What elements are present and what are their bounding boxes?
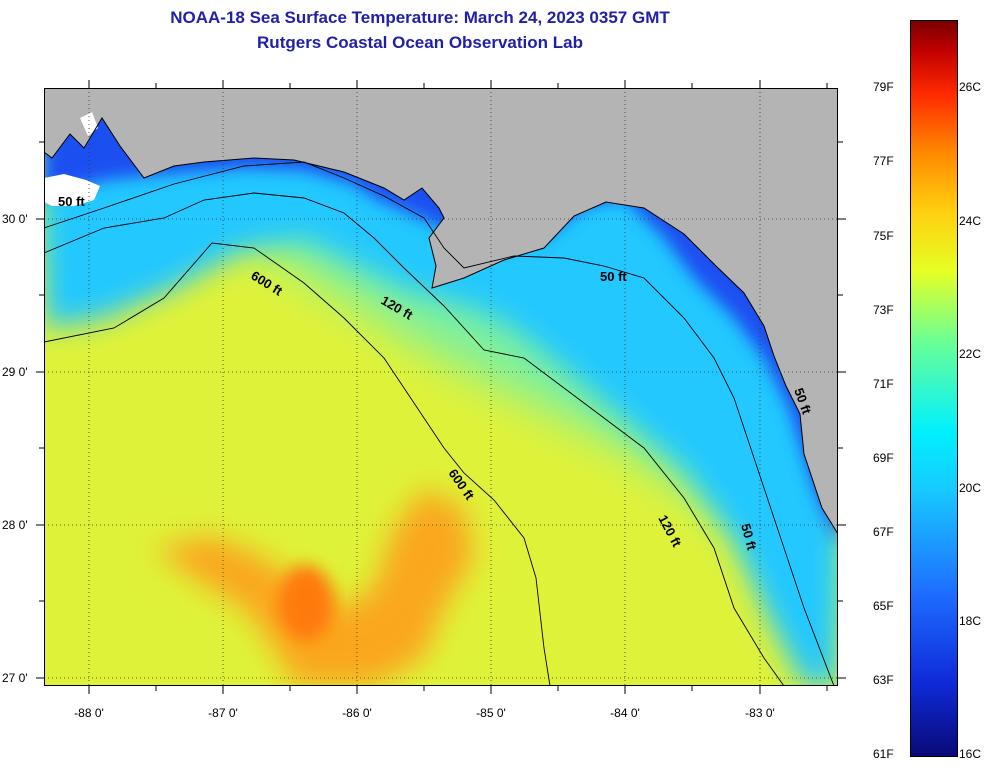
graticule <box>44 88 838 686</box>
lon-label-85: -85 0' <box>476 706 506 720</box>
colorbar-label-79f: 79F <box>873 80 894 94</box>
lat-label-30: 30 0' <box>2 212 28 226</box>
coastline <box>44 117 838 535</box>
lon-axis-ticks-top <box>88 80 828 88</box>
contour-label-50ft: 50 ft <box>600 269 627 284</box>
lat-label-27: 27 0' <box>2 671 28 685</box>
colorbar-label-73f: 73F <box>873 303 894 317</box>
colorbar-label-67f: 67F <box>873 525 894 539</box>
colorbar-label-24c: 24C <box>959 214 982 228</box>
nearshore-band <box>44 118 838 686</box>
colorbar-label-69f: 69F <box>873 451 894 465</box>
isobath-50ft <box>44 161 835 686</box>
lon-label-86: -86 0' <box>342 706 372 720</box>
colorbar-label-20c: 20C <box>959 481 982 495</box>
contour-label-50ft-west: 50 ft <box>58 194 85 209</box>
lon-label-84: -84 0' <box>610 706 640 720</box>
contour-label-50ft-south: 50 ft <box>738 522 760 552</box>
sst-map: 600 ft 120 ft 50 ft 600 ft 120 ft 50 ft … <box>44 88 838 686</box>
colorbar-label-61f: 61F <box>873 747 894 761</box>
lat-label-28: 28 0' <box>2 518 28 532</box>
warm-spot <box>278 565 334 641</box>
lon-label-87: -87 0' <box>208 706 238 720</box>
colorbar-label-75f: 75F <box>873 229 894 243</box>
lon-label-83: -83 0' <box>745 706 775 720</box>
colorbar-label-71f: 71F <box>873 377 894 391</box>
lon-label-88: -88 0' <box>74 706 104 720</box>
colorbar-label-16c: 16C <box>959 747 982 761</box>
colorbar-label-22c: 22C <box>959 347 982 361</box>
temperature-colorbar <box>910 20 958 757</box>
colorbar-label-65f: 65F <box>873 599 894 613</box>
lon-axis-ticks-bottom <box>88 686 828 694</box>
isobath-120ft <box>44 192 785 686</box>
map-title: NOAA-18 Sea Surface Temperature: March 2… <box>170 8 670 27</box>
lat-axis-ticks-right <box>838 141 846 679</box>
colorbar-label-18c: 18C <box>959 614 982 628</box>
lat-label-29: 29 0' <box>2 365 28 379</box>
colorbar-label-26c: 26C <box>959 80 982 94</box>
map-subtitle: Rutgers Coastal Ocean Observation Lab <box>257 33 583 52</box>
lat-axis-ticks-left <box>36 141 44 679</box>
isobath-600ft <box>44 242 551 686</box>
warm-core <box>154 488 474 686</box>
colorbar-label-63f: 63F <box>873 673 894 687</box>
colorbar-label-77f: 77F <box>873 154 894 168</box>
cloud-patch <box>44 112 100 206</box>
